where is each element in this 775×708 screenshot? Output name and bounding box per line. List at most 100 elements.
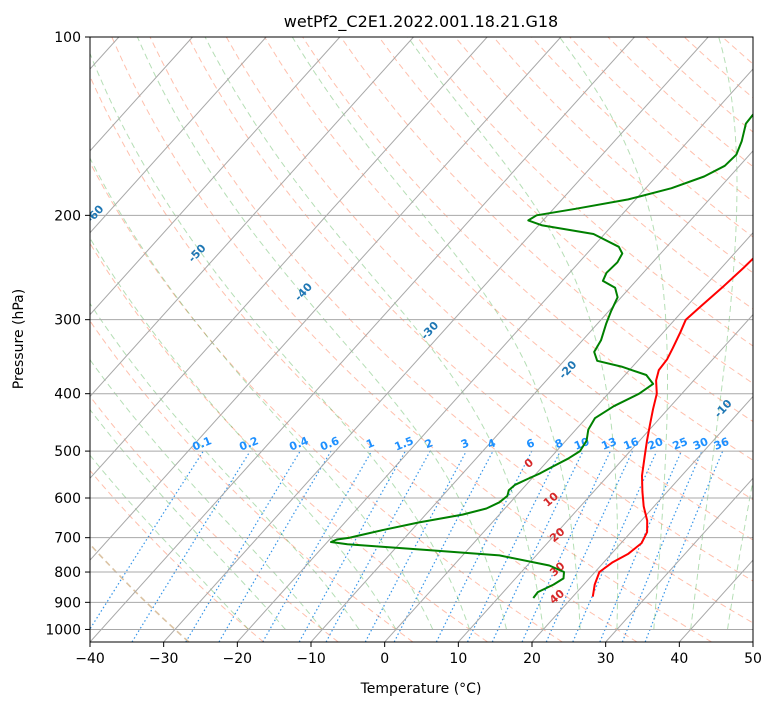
plot-area: -100-90-80-70-60-50-40-30-20-100.10.20.4… (0, 37, 775, 642)
mixing-ratio-line (298, 450, 406, 642)
isotherm-line (163, 37, 709, 642)
dry-adiabat-line (264, 37, 753, 501)
mixing-ratio-label: 10 (572, 435, 591, 453)
dry-adiabat-label: -40 (292, 280, 315, 304)
mixing-ratio-label: 2 (423, 436, 435, 451)
moist-adiabat-line (90, 52, 471, 630)
isotherm-line (605, 477, 753, 642)
mixing-ratio-line (466, 450, 561, 642)
dry-adiabat-label: -10 (712, 397, 735, 421)
moist-adiabat-line (690, 37, 738, 630)
isotherm-line (457, 313, 753, 642)
x-tick-label: 10 (449, 651, 467, 667)
y-axis-ticks: 100 200 300 400 500 600 700 800 900 1000 (45, 30, 90, 638)
mixing-ratio-label: 20 (646, 435, 665, 453)
moist-adiabat-line (727, 477, 753, 630)
isotherm-line (384, 231, 753, 642)
mixing-ratio-label: 3 (459, 436, 471, 451)
dry-adiabat-line (90, 395, 339, 642)
isotherm-line (310, 150, 753, 642)
y-tick-label: 700 (54, 531, 81, 547)
moist-adiabat-line (90, 237, 397, 630)
isobar-gridlines (90, 37, 753, 630)
dry-adiabat-line (761, 37, 775, 642)
isotherm-line (90, 37, 267, 234)
x-axis-title: Temperature (°C) (360, 681, 482, 697)
y-tick-label: 500 (54, 444, 81, 460)
dry-adiabat-line (90, 242, 488, 642)
moist-adiabat-line (204, 37, 544, 630)
moist-adiabat-label: 40 (547, 587, 567, 607)
dry-adiabat-line (416, 37, 753, 347)
moist-adiabat-line (90, 408, 286, 630)
moist-adiabat-label: 10 (541, 489, 561, 509)
y-axis-title: Pressure (hPa) (11, 289, 27, 389)
dry-adiabat-line (90, 161, 563, 642)
moist-adiabat-line (407, 37, 619, 630)
mixing-ratio-label: 30 (691, 435, 710, 453)
isotherm-line (90, 37, 488, 480)
y-tick-label: 100 (54, 30, 81, 46)
x-tick-label: 0 (380, 651, 389, 667)
isotherm-line (752, 641, 753, 642)
dry-adiabat-line (683, 37, 753, 99)
mixing-ratio-label: 6 (525, 436, 537, 451)
dry-adiabats (90, 37, 775, 642)
isotherm-line (90, 37, 193, 152)
mixing-ratio-line (131, 450, 251, 642)
mixing-ratio-label: 8 (553, 436, 565, 451)
dry-adiabat-label: -20 (556, 358, 579, 382)
mixing-ratio-line (599, 450, 682, 642)
mixing-ratio-line (90, 450, 204, 631)
mixing-ratio-line (491, 450, 584, 642)
mixing-ratio-label: 4 (486, 436, 498, 451)
isotherm-line (90, 37, 414, 398)
moist-adiabat-line (136, 37, 507, 630)
mixing-ratio-label: 13 (600, 435, 619, 453)
mixing-ratio-label: 1 (364, 436, 376, 451)
moist-adiabat-line (291, 37, 581, 630)
moist-adiabat-line (90, 358, 323, 630)
isotherm-line (90, 37, 341, 316)
x-tick-label: −30 (149, 651, 179, 667)
dry-adiabat-line (645, 37, 753, 133)
isotherm-line (531, 395, 753, 642)
dry-adiabat-line (225, 37, 753, 541)
sounding-profile-line (591, 257, 753, 597)
x-tick-label: 50 (744, 651, 762, 667)
moist-adiabat-line (90, 302, 360, 630)
dry-adiabat-line (531, 37, 753, 238)
isotherm-line (90, 37, 562, 561)
x-tick-label: 40 (670, 651, 688, 667)
isotherm-line (90, 37, 635, 642)
mixing-ratio-line (644, 450, 724, 642)
dry-adiabat-line (493, 37, 753, 274)
y-tick-label: 600 (54, 491, 81, 507)
dry-adiabat-label: -70 (0, 164, 18, 188)
moist-adiabat-label: 20 (547, 525, 567, 545)
x-axis-ticks: −40 −30 −20 −10 0 10 20 30 40 50 (75, 642, 762, 667)
y-tick-label: 300 (54, 313, 81, 329)
x-tick-label: −40 (75, 651, 105, 667)
mixing-ratio-label: 16 (622, 435, 641, 453)
moist-adiabat-label: 0 (522, 456, 536, 471)
mixing-ratio-line (325, 450, 431, 642)
plot-frame (89, 36, 754, 643)
dry-adiabat-label: -60 (83, 202, 106, 226)
x-tick-label: −20 (223, 651, 253, 667)
mixing-ratio-line (621, 450, 703, 642)
x-tick-label: −10 (296, 651, 326, 667)
dry-adiabat-line (90, 320, 414, 642)
dry-adiabat-line (454, 37, 753, 310)
dry-adiabat-line (90, 469, 264, 642)
mixing-ratio-line (435, 450, 533, 642)
mixing-ratio-label: 25 (671, 435, 690, 453)
moist-adiabat-line (90, 454, 249, 630)
sounding-profiles (330, 112, 753, 599)
y-tick-label: 400 (54, 387, 81, 403)
moist-adiabat-line (90, 157, 434, 630)
y-tick-label: 1000 (45, 622, 81, 638)
mixing-ratio-line (545, 450, 634, 642)
dry-adiabat-label: -50 (186, 241, 209, 265)
